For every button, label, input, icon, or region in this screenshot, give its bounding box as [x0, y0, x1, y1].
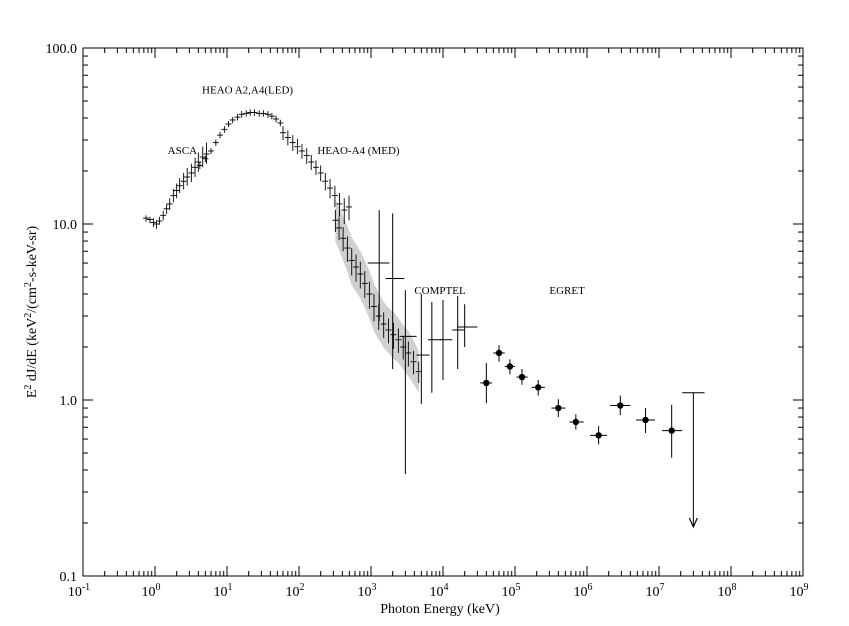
- data-point: [534, 384, 542, 391]
- data-point: [506, 363, 514, 370]
- data-point: [642, 416, 649, 424]
- x-axis-title: Photon Energy (keV): [380, 602, 500, 617]
- x-tick-label: 104: [430, 582, 449, 600]
- annotation-label: HEAO A2,A4(LED): [202, 85, 293, 97]
- annotation-label: EGRET: [549, 285, 585, 297]
- x-tick-label: 100: [142, 582, 161, 600]
- x-tick-label: 102: [286, 582, 305, 600]
- y-tick-label: 1.0: [60, 394, 78, 409]
- annotation-label: COMPTEL: [414, 285, 466, 297]
- series-errorbar: [196, 109, 284, 170]
- y-tick-label: 10.0: [53, 218, 78, 233]
- annotation-label: ASCA: [168, 145, 197, 157]
- series-errorbar: [332, 210, 422, 383]
- data-series: [143, 109, 705, 529]
- y-tick-label: 0.1: [60, 570, 78, 585]
- annotations: HEAO A2,A4(LED) ASCA HEAO-A4 (MED) COMPTEL E…: [168, 85, 585, 297]
- x-tick-label: 101: [214, 582, 233, 600]
- x-tick-label: 10-1: [68, 582, 90, 600]
- data-point: [518, 373, 526, 381]
- x-tick-label: 103: [358, 582, 377, 600]
- data-point: [668, 427, 675, 434]
- series-errorbar: [143, 142, 210, 229]
- series-upper-limit: [682, 392, 705, 529]
- data-point: [495, 349, 503, 357]
- uncertainty-band-area: [335, 199, 419, 393]
- x-tick-labels: 10-1 100 101 102 103 104 105 106 107 108 109: [68, 582, 809, 600]
- x-tick-label: 106: [574, 582, 593, 600]
- x-tick-label: 107: [646, 582, 665, 600]
- y-axis-title: E2 dJ/dE (keV2/(cm2-s-keV-sr): [23, 225, 40, 398]
- uncertainty-band: [335, 199, 419, 393]
- series-errorbar: [280, 126, 353, 224]
- x-tick-label: 108: [718, 582, 737, 600]
- series-cross: [367, 210, 478, 474]
- upper-limit-arrow: [688, 517, 698, 529]
- data-point: [572, 418, 580, 426]
- x-tick-label: 109: [790, 582, 809, 600]
- data-point: [555, 404, 562, 412]
- annotation-label: HEAO-A4 (MED): [317, 145, 400, 157]
- data-point: [595, 432, 602, 439]
- y-tick-labels: 0.1 1.0 10.0 100.0: [46, 42, 78, 585]
- data-point: [483, 379, 490, 387]
- x-tick-label: 105: [502, 582, 521, 600]
- axis-ticks: [82, 48, 804, 577]
- series-dot: [480, 345, 683, 458]
- y-tick-label: 100.0: [46, 42, 78, 57]
- data-point: [617, 402, 624, 409]
